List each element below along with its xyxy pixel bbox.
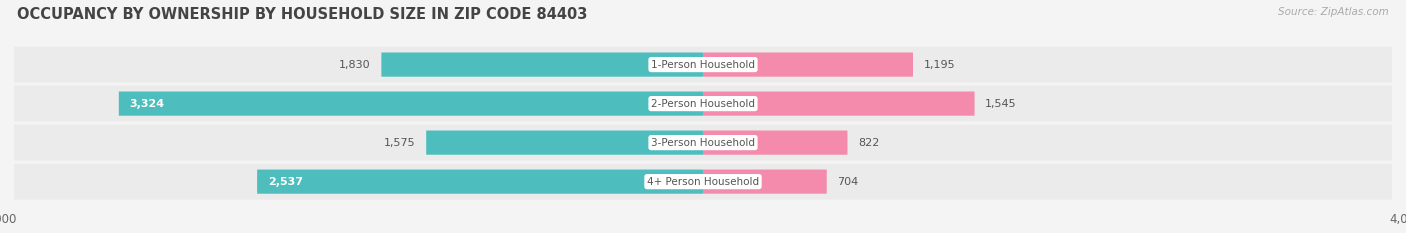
Text: 1,195: 1,195: [924, 60, 955, 70]
FancyBboxPatch shape: [14, 86, 1392, 122]
Text: 822: 822: [858, 138, 879, 148]
FancyBboxPatch shape: [118, 92, 703, 116]
FancyBboxPatch shape: [257, 170, 703, 194]
FancyBboxPatch shape: [426, 130, 703, 155]
Text: 3-Person Household: 3-Person Household: [651, 138, 755, 148]
Text: 3,324: 3,324: [129, 99, 165, 109]
FancyBboxPatch shape: [703, 92, 974, 116]
Text: 1,575: 1,575: [384, 138, 416, 148]
FancyBboxPatch shape: [703, 130, 848, 155]
FancyBboxPatch shape: [14, 164, 1392, 200]
Text: 2,537: 2,537: [267, 177, 302, 187]
Text: 2-Person Household: 2-Person Household: [651, 99, 755, 109]
FancyBboxPatch shape: [14, 47, 1392, 82]
Text: 1-Person Household: 1-Person Household: [651, 60, 755, 70]
FancyBboxPatch shape: [703, 52, 912, 77]
Text: OCCUPANCY BY OWNERSHIP BY HOUSEHOLD SIZE IN ZIP CODE 84403: OCCUPANCY BY OWNERSHIP BY HOUSEHOLD SIZE…: [17, 7, 588, 22]
Text: Source: ZipAtlas.com: Source: ZipAtlas.com: [1278, 7, 1389, 17]
Text: 1,545: 1,545: [986, 99, 1017, 109]
Text: 4+ Person Household: 4+ Person Household: [647, 177, 759, 187]
FancyBboxPatch shape: [381, 52, 703, 77]
FancyBboxPatch shape: [14, 125, 1392, 161]
Text: 704: 704: [838, 177, 859, 187]
Text: 1,830: 1,830: [339, 60, 371, 70]
FancyBboxPatch shape: [703, 170, 827, 194]
